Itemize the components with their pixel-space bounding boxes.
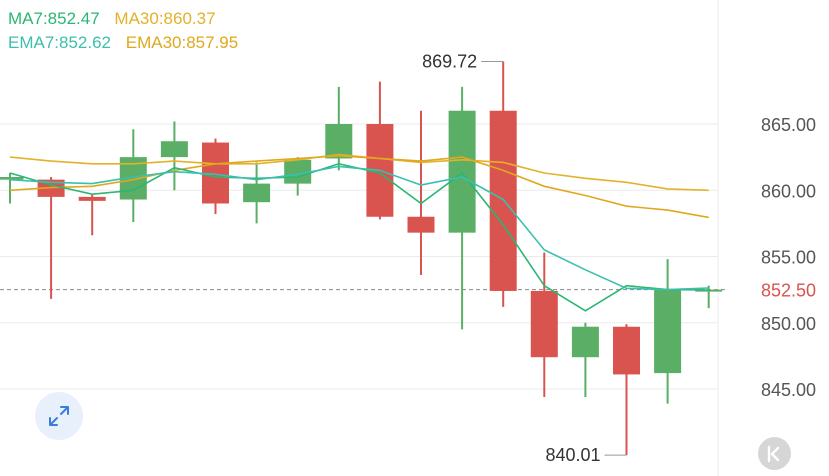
- ma7-line: [9, 162, 709, 312]
- candle: [613, 324, 640, 456]
- candle: [407, 110, 435, 276]
- k-chevron-icon: [767, 445, 779, 462]
- y-tick-label: 855.00: [761, 248, 816, 268]
- y-tick-label: 865.00: [761, 115, 816, 135]
- current-price-label: 852.50: [761, 281, 816, 301]
- ma30-line: [9, 153, 709, 192]
- candle-body: [0, 177, 24, 180]
- y-axis-labels: 865.00 860.00 855.00 850.00 845.00 852.50: [727, 115, 822, 400]
- legend-ma: MA7:852.47 MA30:860.37: [8, 9, 226, 29]
- candle: [366, 81, 394, 220]
- y-tick-label: 860.00: [761, 181, 816, 201]
- y-tick-label: 845.00: [761, 380, 816, 400]
- low-marker-label: 840.01: [545, 445, 600, 465]
- ema7-line: [9, 165, 709, 291]
- candle: [489, 61, 517, 307]
- candle-body: [407, 216, 435, 233]
- collapse-button[interactable]: [758, 437, 791, 470]
- legend-ema7: EMA7:852.62: [8, 33, 112, 52]
- candle: [571, 322, 599, 397]
- candle: [654, 259, 682, 404]
- legend-ema30: EMA30:857.95: [125, 33, 239, 52]
- candle-body: [325, 124, 353, 159]
- candle: [448, 86, 476, 330]
- candle: [243, 162, 271, 224]
- candle: [530, 252, 558, 397]
- grid-lines: [0, 0, 719, 476]
- candle-body: [243, 183, 271, 203]
- candle-body: [530, 290, 558, 358]
- candle-body: [160, 141, 188, 158]
- candle: [325, 86, 353, 171]
- candle: [0, 173, 24, 204]
- y-tick-label: 850.00: [761, 314, 816, 334]
- candle-body: [448, 110, 476, 233]
- candles-group: [0, 61, 723, 456]
- candle-body: [489, 110, 517, 291]
- legend-ma7: MA7:852.47: [8, 9, 100, 28]
- expand-button[interactable]: [35, 392, 83, 440]
- candle: [78, 194, 106, 236]
- candle: [37, 177, 65, 299]
- candle: [160, 121, 188, 191]
- legend-ema: EMA7:852.62 EMA30:857.95: [8, 33, 248, 53]
- high-marker-label: 869.72: [422, 51, 477, 71]
- ema30-line: [9, 154, 709, 219]
- extreme-markers: 869.72 840.01: [422, 51, 627, 465]
- candle-body: [613, 326, 640, 375]
- candle-body: [78, 196, 106, 201]
- candle-body: [571, 326, 599, 358]
- candle-body: [695, 289, 723, 292]
- legend-ma30: MA30:860.37: [114, 9, 216, 28]
- current-price-label-bg: [727, 275, 822, 304]
- candle-body: [654, 289, 682, 374]
- expand-arrows-icon: [49, 406, 69, 426]
- moving-average-lines: [9, 153, 709, 312]
